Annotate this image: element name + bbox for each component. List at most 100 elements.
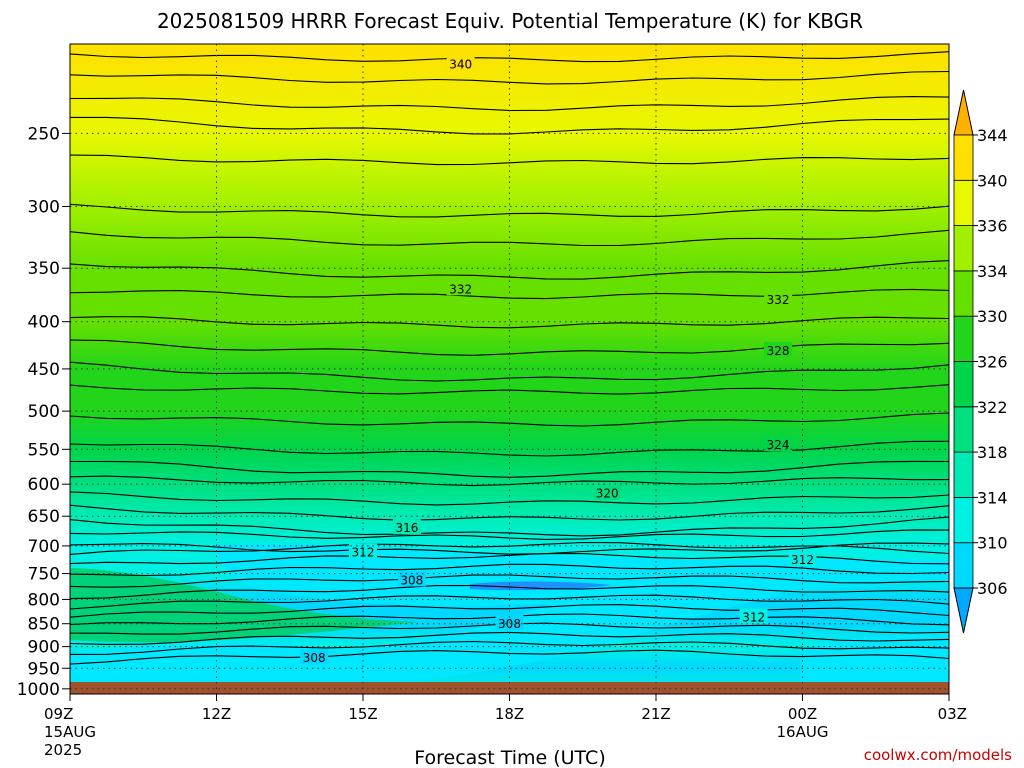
contour-label-text: 340 [449,58,472,72]
x-axis-label: Forecast Time (UTC) [414,747,605,768]
colorbar-extend-bottom [953,587,974,634]
colorbar-label: 318 [977,443,1008,462]
contour-line [70,529,949,540]
cool-pocket-lower [70,577,785,684]
credit-text: coolwx.com/models [864,746,1012,764]
y-tick-label: 650 [28,507,60,527]
contour-line [70,339,949,356]
x-tick-label: 15Z [348,705,377,723]
contour-label-bg [739,608,768,624]
contour-label: 308 [397,571,426,587]
contour-label-text: 308 [400,573,423,587]
contour-label: 316 [392,519,421,535]
x-tick-label: 21Z [641,705,670,723]
x-tick-label: 12Z [202,705,231,723]
colorbar-segment [953,134,974,181]
x-tick-sublabel: 2025 [44,741,82,759]
y-tick-label: 950 [28,659,60,679]
colorbar-label: 314 [977,488,1008,507]
contour-label-text: 312 [791,553,814,567]
colorbar-segment [953,361,974,408]
x-tick-label: 09Z [44,705,73,723]
colorbar-label: 310 [977,534,1008,553]
contour-label-text: 324 [767,438,790,452]
colorbar-segment [953,406,974,453]
contour-label-bg [446,280,475,296]
plot-area: 340 332 332 328 324 320 316 312 312 308 308 312 308 [69,43,950,695]
contour-label: 332 [446,280,475,296]
contour-line [70,316,949,329]
colorbar-extend-top [953,89,974,136]
colorbar-label: 334 [977,262,1008,281]
x-tick-sublabel: 15AUG [44,723,96,741]
contour-label-bg [764,341,793,357]
contour-label: 308 [300,649,329,665]
colorbar-label: 336 [977,217,1008,236]
contour-label-bg [593,484,622,500]
contour-line [70,361,949,382]
contour-label-text: 332 [767,293,790,307]
contour-label: 324 [764,436,793,452]
contour-label-bg [397,571,426,587]
colorbar-label: 344 [977,126,1008,145]
cold-core [470,581,612,591]
contour-line [70,384,949,395]
contour-line [70,260,949,280]
y-tick-label: 750 [28,565,60,585]
y-tick-label: 850 [28,615,60,635]
contour-label: 312 [739,608,768,625]
contour-label-text: 328 [767,344,790,358]
y-tick-label: 350 [28,259,60,279]
colorbar-segment [953,315,974,362]
x-tick-label: 18Z [495,705,524,723]
contour-label: 332 [764,291,793,307]
warm-lobe-surface [70,568,420,643]
contour-line [70,574,949,588]
x-tick-label: 00Z [788,705,817,723]
contour-label-bg [392,519,421,535]
contour-label: 340 [446,55,475,72]
colorbar-label: 330 [977,307,1008,326]
colorbar-segment [953,270,974,317]
y-tick-label: 250 [28,124,60,144]
contour-label-bg [300,649,329,665]
contour-label-bg [446,55,475,71]
contour-label-bg [764,291,793,307]
contour-line [70,70,949,85]
y-tick-label: 400 [28,313,60,333]
contour-line [70,542,949,555]
contour-line [70,154,949,166]
contour-label-bg [788,550,817,566]
contour-label: 320 [593,484,622,501]
contour-line [70,116,949,135]
y-tick-label: 450 [28,360,60,380]
colorbar-label: 340 [977,171,1008,190]
colorbar-label: 306 [977,579,1008,598]
colorbar-segment [953,225,974,272]
colorbar-segment [953,179,974,227]
y-tick-label: 600 [28,475,60,495]
y-tick-label: 800 [28,590,60,610]
contour-label-bg [764,436,793,452]
y-tick-label: 1000 [17,680,60,700]
contour-label-text: 308 [303,651,326,665]
chart-title: 2025081509 HRRR Forecast Equiv. Potentia… [157,9,863,33]
cool-pocket-right [800,632,949,684]
colorbar-label: 322 [977,398,1008,417]
contour-line [70,594,949,610]
y-tick-label: 300 [28,197,60,217]
contour-label-text: 320 [596,487,619,501]
contour-line [70,604,949,618]
contour-line [70,412,949,427]
contour-line [70,584,949,600]
colorbar-segment [953,542,974,589]
y-tick-label: 700 [28,537,60,557]
contour-line [70,640,949,655]
y-tick-label: 900 [28,638,60,658]
x-tick-label: 03Z [938,705,967,723]
contour-label-text: 332 [449,282,472,296]
colorbar-label: 326 [977,353,1008,372]
contour-label-text: 308 [498,617,521,631]
